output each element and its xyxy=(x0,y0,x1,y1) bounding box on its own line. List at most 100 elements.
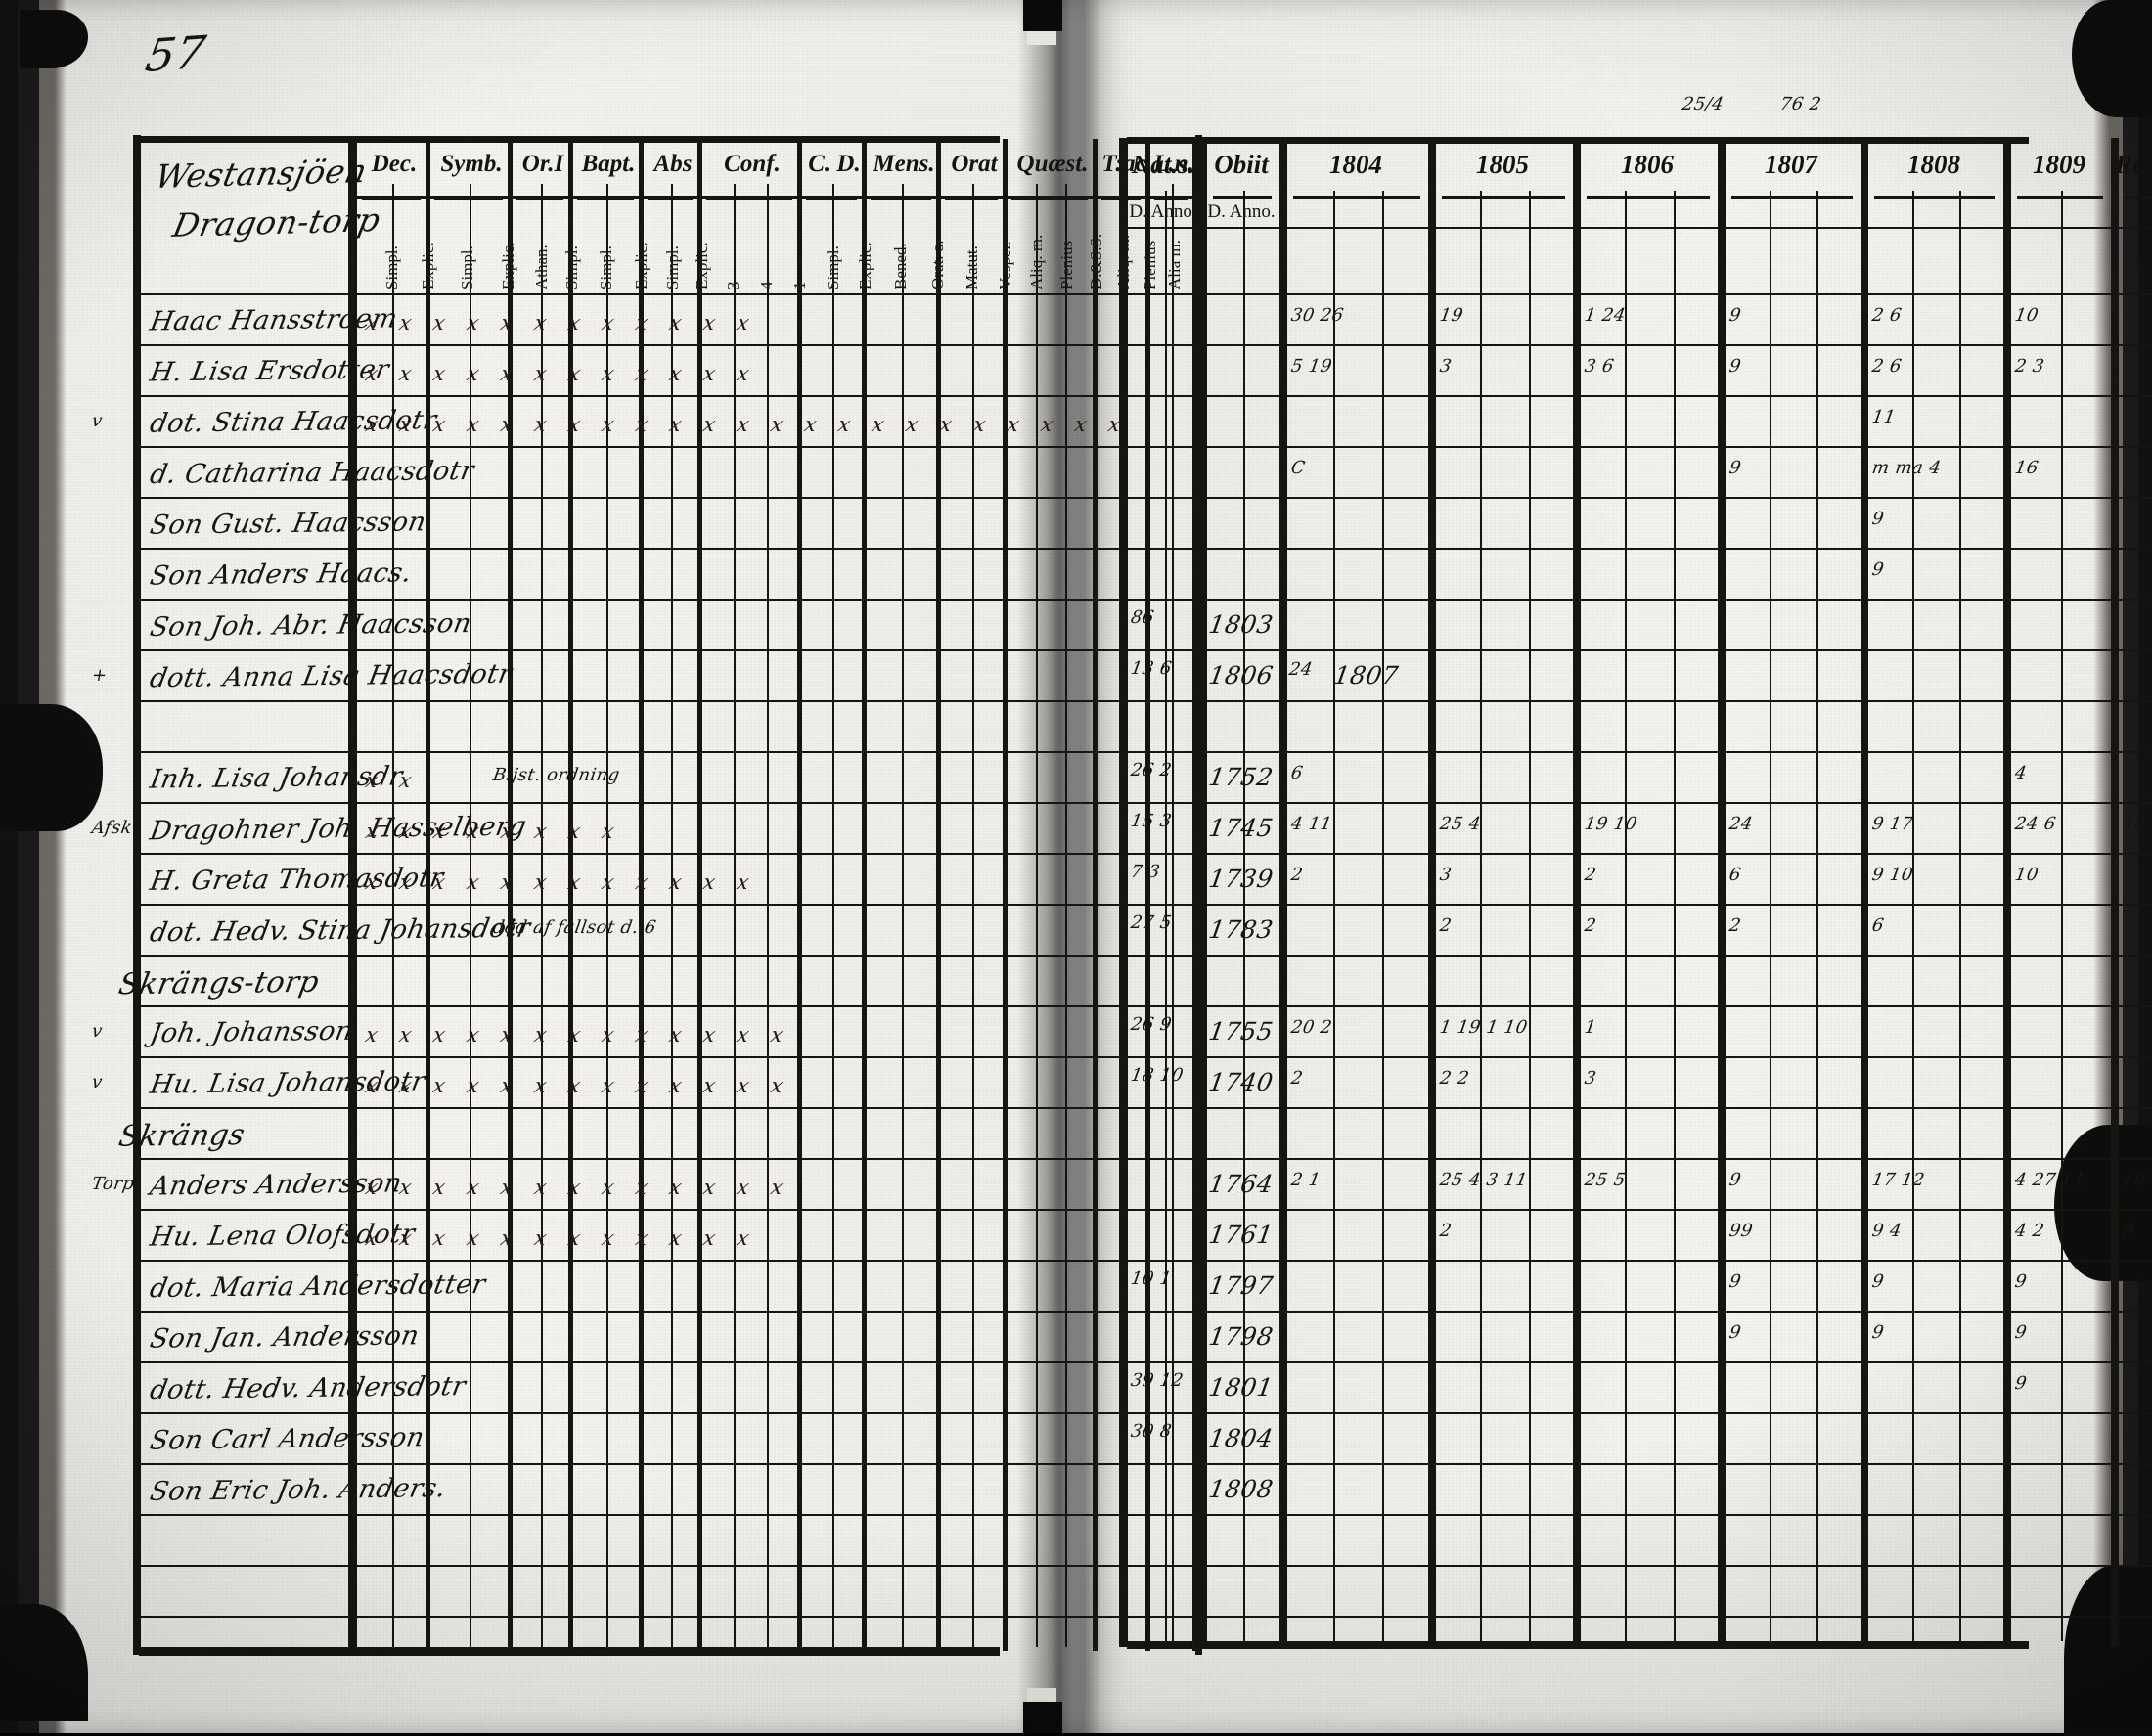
right-row-natus-year-10: 1745 xyxy=(1207,814,1276,842)
row-marks-18: x x x x x x x x x x x x xyxy=(363,1226,756,1250)
right-group-divider-7 xyxy=(2111,138,2119,1647)
right-row-rule-16 xyxy=(1119,1107,2152,1109)
row-name-7: dott. Anna Lisa Haacsdotr xyxy=(148,659,515,693)
row-name-3: d. Catharina Haacsdotr xyxy=(148,456,476,490)
left-column-header-4: Abs xyxy=(646,151,700,178)
spine-clamp-top xyxy=(1023,0,1062,31)
right-row-c1805-15: 2 2 xyxy=(1438,1068,1470,1089)
left-row-rule-9 xyxy=(133,751,1201,753)
row-marks-1: x x x x x x x x x x x x xyxy=(363,362,756,385)
right-group-label-rule-5 xyxy=(1731,196,1853,199)
right-row-c1806-0: 1 24 xyxy=(1583,305,1627,326)
row-name-6: Son Joh. Abr. Haacsson xyxy=(148,608,474,643)
left-row-rule-4 xyxy=(133,497,1201,499)
right-row-c1808-18: 9 4 xyxy=(1870,1221,1903,1241)
row-name-19: dot. Maria Andersdotter xyxy=(148,1269,488,1304)
right-row-c1808-3: m ma 4 xyxy=(1870,458,1942,478)
right-subcol-divider-3-2 xyxy=(1529,191,1531,1641)
left-row-rule-12 xyxy=(133,904,1201,906)
right-subcol-divider-6-1 xyxy=(1912,191,1914,1641)
right-column-header-7: 1809 xyxy=(2007,150,2111,180)
right-row-natus-day-6: 86 xyxy=(1129,608,1155,628)
left-row-rule-17 xyxy=(133,1158,1201,1160)
right-row-natus-year-22: 1804 xyxy=(1207,1424,1276,1452)
right-row-natus-year-11: 1739 xyxy=(1207,865,1276,893)
right-row-natus-year-12: 1783 xyxy=(1207,915,1276,944)
left-group-divider-8 xyxy=(1003,139,1008,1651)
left-subcolumn-header-11-0: Alia m. xyxy=(1165,240,1185,289)
row-marks-0: x x x x x x x x x x x x xyxy=(363,311,756,334)
left-group-label-rule-8 xyxy=(945,198,998,200)
right-row-c1809-11: 10 xyxy=(2013,865,2040,885)
right-row-c1809-10: 24 6 xyxy=(2013,814,2057,834)
right-row-c1806-10: 19 10 xyxy=(1583,814,1638,834)
right-group-label-rule-1 xyxy=(1213,196,1272,199)
row-name-5: Son Anders Haacs. xyxy=(148,557,415,591)
right-row-rule-12 xyxy=(1119,904,2152,906)
left-column-header-2: Or.I xyxy=(515,151,571,178)
left-subcolumn-header-7-0: Bened. xyxy=(891,243,911,289)
row-marks-2: x x x x x x x x x x x x x x x x x x x x … xyxy=(363,413,1127,436)
margin-note-2: 76 2 xyxy=(1778,94,1822,114)
right-group-divider-1 xyxy=(1279,138,1287,1647)
right-row-c1807-18: 99 xyxy=(1727,1221,1754,1241)
left-row-rule-2 xyxy=(133,395,1201,397)
left-subcolumn-header-6-0: Simpl. xyxy=(824,245,843,289)
right-row-natus-day-15: 18 10 xyxy=(1129,1066,1185,1086)
row-name-4: Son Gust. Haacsson xyxy=(148,507,428,540)
right-subcol-divider-4-2 xyxy=(1674,191,1676,1641)
right-row-c1804-14: 20 2 xyxy=(1289,1017,1333,1038)
right-row-c1809-0: 10 xyxy=(2013,305,2040,326)
right-group-label-rule-2 xyxy=(1293,196,1420,199)
left-subcolumn-header-3-0: Simpl. xyxy=(597,245,616,289)
right-row-natus-day-22: 30 8 xyxy=(1129,1422,1173,1442)
right-row-natus-year-23: 1808 xyxy=(1207,1475,1276,1503)
row-marks-10: x x x x x x x x xyxy=(363,820,621,843)
left-row-rule-14 xyxy=(133,1005,1201,1007)
right-row-c1809-1: 2 3 xyxy=(2013,356,2045,377)
row-name-20: Son Jan. Andersson xyxy=(148,1320,422,1354)
row-name-23: Son Eric Joh. Anders. xyxy=(148,1473,449,1507)
parish-heading-line2: Dragon-torp xyxy=(169,200,383,245)
right-row-natus-year-15: 1740 xyxy=(1207,1068,1276,1096)
right-row-c1808-10: 9 17 xyxy=(1870,814,1914,834)
left-row-rule-3 xyxy=(133,446,1201,448)
right-row-natus-year-6: 1803 xyxy=(1207,610,1276,639)
right-row-natus-day-12: 27 5 xyxy=(1129,913,1173,933)
margin-note-1: 25/4 xyxy=(1681,94,1725,114)
right-row-c1808-17: 17 12 xyxy=(1870,1170,1926,1190)
right-table-outer-border-left xyxy=(1119,138,1128,1647)
left-subcol-divider-3-1 xyxy=(606,184,608,1647)
row-name-12: dot. Hedv. Stina Johansdotr xyxy=(148,913,533,949)
right-subcol-divider-7-1 xyxy=(2061,191,2063,1641)
right-row-rule-5 xyxy=(1119,548,2152,550)
row-note-9: Bijst. ordning xyxy=(491,765,621,785)
left-column-header-8: Orat xyxy=(943,151,1006,178)
right-group-label-rule-6 xyxy=(1874,196,1995,199)
right-row-rule-9 xyxy=(1119,751,2152,753)
row-marks-9: x x xyxy=(363,769,418,792)
right-row-rule-3 xyxy=(1119,446,2152,448)
right-column-header-2: 1804 xyxy=(1283,150,1428,180)
spine-clamp-bottom xyxy=(1023,1702,1062,1733)
right-group-divider-2 xyxy=(1428,138,1436,1647)
row-marks-17: x x x x x x x x x x x x x xyxy=(363,1176,789,1199)
right-row-natus-year-7: 1806 xyxy=(1207,661,1276,690)
right-subcol-divider-4-1 xyxy=(1625,191,1627,1641)
right-row-c1808-2: 11 xyxy=(1870,407,1897,427)
right-subcol-divider-2-1 xyxy=(1333,191,1335,1641)
right-row-c1806-17: 25 5 xyxy=(1583,1170,1627,1190)
right-row-c1809-3: 16 xyxy=(2013,458,2040,478)
left-row-rule-22 xyxy=(133,1412,1201,1414)
left-subcolumn-header-9-0: Aliq. m. xyxy=(1027,235,1047,289)
right-column-header-3: 1805 xyxy=(1432,150,1573,180)
left-group-label-rule-6 xyxy=(806,198,857,200)
left-row-rule-15 xyxy=(133,1056,1201,1058)
left-group-label-rule-9 xyxy=(1011,198,1088,200)
left-column-header-1: Symb. xyxy=(432,151,511,178)
right-column-header-8: Rel.f. xyxy=(2115,150,2152,180)
left-column-header-5: Conf. xyxy=(704,151,800,178)
right-row-c1804-1: 5 19 xyxy=(1289,356,1333,377)
left-subcolumn-header-1-0: Simpl. xyxy=(458,245,477,289)
